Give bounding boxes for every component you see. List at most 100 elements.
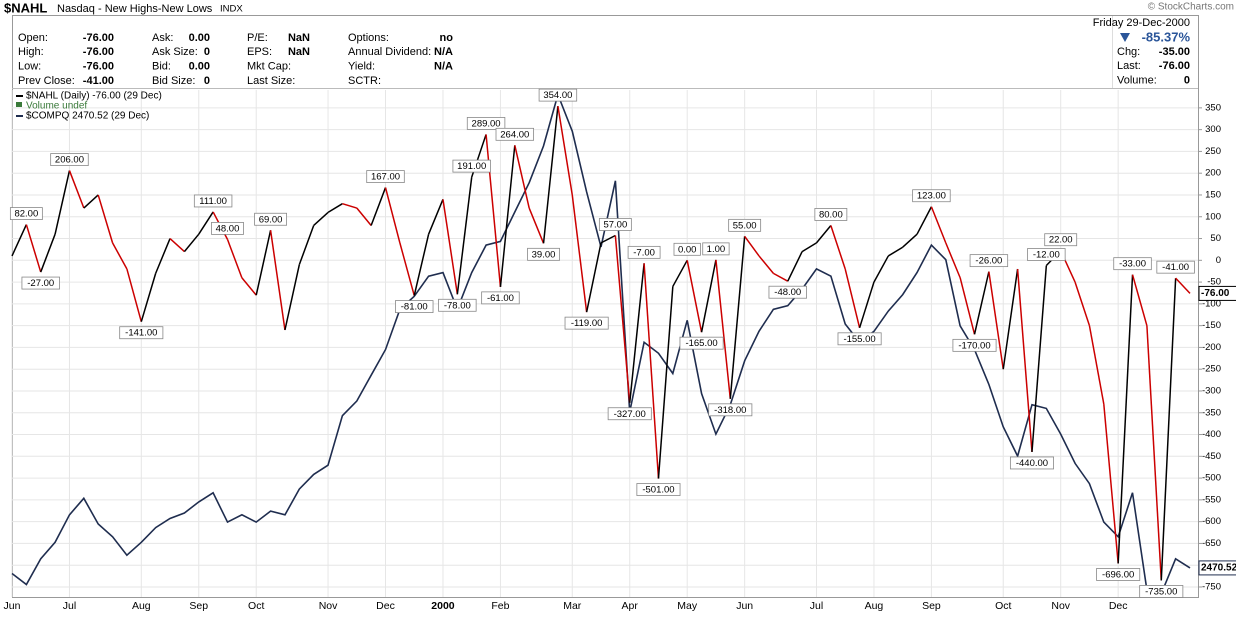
y-tick-label: -650 — [1202, 538, 1221, 549]
data-label-box — [1009, 456, 1054, 470]
y-tick-label: -250 — [1202, 364, 1221, 375]
data-label-box — [481, 291, 520, 305]
data-label: -696.00 — [1102, 569, 1134, 580]
nahl-segment — [758, 255, 774, 274]
data-label: 206.00 — [55, 155, 84, 166]
nahl-segment — [1031, 265, 1048, 453]
nahl-segment — [370, 187, 387, 226]
nahl-segment — [126, 268, 143, 322]
field-label: Mkt Cap: — [247, 61, 291, 73]
data-label-box — [679, 336, 724, 350]
last-value-label: -76.00 — [1201, 288, 1230, 299]
field-value: -76.00 — [83, 32, 114, 44]
data-label: -33.00 — [1119, 259, 1146, 270]
last-value-tag — [1198, 560, 1236, 576]
data-label-box — [1096, 568, 1141, 581]
data-label-box — [50, 153, 89, 166]
x-tick-label: Feb — [491, 600, 509, 612]
symbol: $NAHL — [4, 0, 47, 15]
nahl-segment — [111, 242, 128, 270]
y-tick-label: -50 — [1207, 277, 1221, 288]
nahl-segment — [413, 234, 430, 296]
nahl-segment — [830, 225, 846, 270]
data-label-box — [1027, 248, 1066, 261]
field-value: 0.00 — [189, 32, 210, 44]
nahl-segment — [1002, 268, 1019, 370]
nahl-segment — [744, 235, 760, 257]
data-label: 264.00 — [500, 129, 529, 140]
nahl-segment — [1074, 281, 1091, 326]
nahl-segment — [585, 242, 602, 313]
data-label-box — [607, 407, 652, 421]
field-value: no — [440, 32, 454, 44]
nahl-segment — [1088, 325, 1105, 405]
nahl-segment — [729, 236, 746, 399]
nahl-segment — [715, 259, 732, 399]
data-label: -81.00 — [401, 302, 428, 313]
nahl-segment — [844, 268, 861, 328]
x-tick-label: Aug — [865, 600, 884, 612]
data-label: -26.00 — [975, 256, 1002, 267]
nahl-segment — [945, 242, 961, 279]
data-label-box — [952, 338, 997, 352]
nahl-segment — [1131, 274, 1148, 326]
x-tick-label: Dec — [1109, 600, 1128, 612]
nahl-segment — [801, 242, 817, 253]
field-label: EPS: — [247, 46, 272, 58]
nahl-segment — [1160, 278, 1177, 581]
y-tick-label: 100 — [1205, 211, 1221, 222]
field-label: Bid Size: — [152, 75, 195, 87]
y-tick-label: -100 — [1202, 298, 1221, 309]
data-label: -27.00 — [27, 278, 54, 289]
data-label: -318.00 — [714, 405, 746, 416]
data-label-box — [119, 326, 164, 340]
x-tick-label: Jun — [4, 600, 21, 612]
data-label-box — [768, 285, 807, 299]
data-label-box — [211, 221, 244, 235]
x-tick-label: Sep — [922, 600, 941, 612]
nahl-segment — [298, 225, 315, 265]
nahl-segment — [614, 235, 631, 403]
y-tick-label: -150 — [1202, 320, 1221, 331]
nahl-segment — [384, 187, 401, 244]
y-tick-label: -350 — [1202, 407, 1221, 418]
field-label: Ask Size: — [152, 46, 198, 58]
x-tick-label: Nov — [319, 600, 338, 612]
nahl-segment — [973, 271, 990, 335]
last-value-label: 2470.52 — [1201, 563, 1236, 574]
data-label: -119.00 — [571, 318, 603, 329]
nahl-segment — [628, 263, 645, 403]
data-label-box — [627, 245, 661, 259]
nahl-segment — [959, 277, 976, 335]
data-label-box — [495, 127, 535, 141]
data-label: 82.00 — [14, 209, 38, 220]
nahl-segment — [528, 207, 545, 244]
data-label: 167.00 — [371, 172, 400, 183]
field-label: Ask: — [152, 32, 173, 44]
data-label: 22.00 — [1049, 235, 1073, 246]
copyright: © StockCharts.com — [1148, 2, 1234, 13]
data-label: 354.00 — [543, 90, 572, 101]
x-tick-label: Mar — [563, 600, 582, 612]
data-label: 57.00 — [603, 219, 627, 230]
compq-line — [11, 92, 1191, 595]
nahl-segment — [269, 230, 286, 331]
nahl-segment — [356, 207, 372, 226]
y-tick-label: -550 — [1202, 494, 1221, 505]
x-tick-label: Oct — [995, 600, 1011, 612]
data-label-box — [466, 117, 506, 130]
y-tick-label: 350 — [1205, 102, 1221, 113]
nahl-segment — [427, 199, 444, 235]
y-tick-label: 200 — [1205, 168, 1221, 179]
data-label-box — [837, 332, 882, 346]
data-label-box — [636, 483, 681, 496]
nahl-segment — [499, 145, 516, 287]
nahl-segment — [83, 194, 99, 209]
y-tick-label: 50 — [1210, 233, 1221, 244]
quote-label: Last: — [1117, 60, 1141, 72]
data-label-box — [1044, 233, 1078, 247]
quote-value: 0 — [1184, 75, 1190, 87]
y-tick-label: 150 — [1205, 189, 1221, 200]
